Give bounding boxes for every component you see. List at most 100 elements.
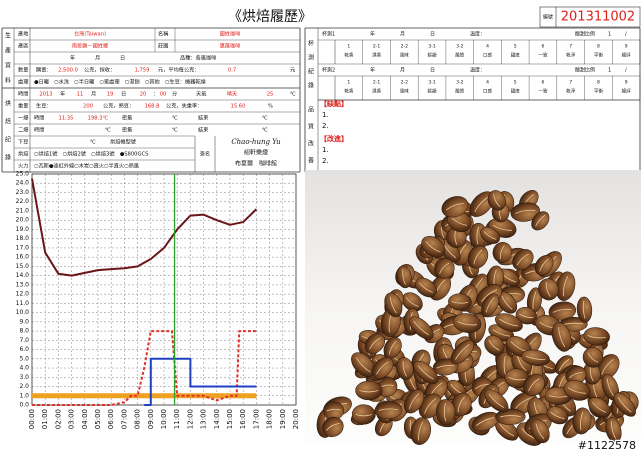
bean-crease — [563, 322, 584, 325]
y-tick-label: 17.0 — [16, 244, 30, 251]
bean-crease — [617, 396, 632, 413]
bean-crease — [518, 313, 534, 318]
section-label: 善 — [308, 157, 314, 165]
y-tick-label: 9.0 — [19, 318, 29, 325]
y-tick-label: 5.0 — [19, 355, 29, 362]
bean-crease — [550, 411, 565, 419]
form-text: 年 — [60, 90, 65, 98]
bean — [450, 392, 472, 417]
bean-crease — [369, 337, 381, 350]
bean — [538, 278, 559, 301]
note-title: 【改進】 — [320, 134, 348, 143]
bean — [534, 255, 554, 276]
cup-header: 5 — [514, 44, 517, 50]
cup-name: 平衡 — [594, 52, 603, 59]
cup-name: 平衡 — [594, 88, 603, 95]
y-tick-label: 14.0 — [16, 272, 30, 279]
cup-name: 乾香 — [344, 52, 353, 59]
form-text: ○瓦斯●遠紅外線○木炭○直火○半直火○熱風 — [34, 162, 140, 170]
y-tick-label: 12.0 — [16, 291, 30, 298]
series-line — [144, 357, 257, 406]
section-label: 杯 — [308, 40, 314, 48]
bean — [576, 296, 593, 323]
cup-name: 一致 — [538, 88, 547, 95]
bean-crease — [548, 395, 568, 398]
y-tick-label: 0.0 — [19, 402, 29, 409]
bean-crease — [503, 356, 507, 376]
section-label: 產 — [5, 47, 11, 55]
y-tick-label: 4.0 — [19, 365, 29, 372]
cup-name: 口感 — [483, 88, 492, 95]
form-text: 烘焙 — [18, 150, 28, 158]
bean-crease — [419, 282, 433, 293]
form-text: 火力 — [18, 162, 28, 170]
series-line — [31, 178, 258, 277]
cupping-field: 酸甜比例 — [575, 31, 595, 38]
bean-crease — [402, 269, 406, 285]
bean-crease — [514, 397, 533, 409]
x-tick-label: 00:00 — [28, 409, 36, 429]
bean-crease — [417, 365, 434, 380]
bean-crease — [545, 282, 551, 297]
cupping-field: 年 — [370, 67, 375, 74]
signature-line: 布夏爾 咖啡館 — [235, 160, 277, 168]
bean-crease — [413, 320, 430, 336]
y-tick-label: 11.0 — [16, 300, 30, 307]
bean-crease — [378, 408, 399, 411]
note-item: 1. — [322, 146, 329, 154]
form-text: ℃ — [105, 128, 111, 134]
bean-crease — [499, 245, 505, 260]
form-text: 國姓咖啡 — [220, 30, 241, 38]
cup-header: 1 — [347, 80, 350, 86]
bean-crease — [457, 396, 465, 413]
form-text: 元，平均每公克： — [158, 66, 200, 74]
cup-name: 餘韻 — [428, 52, 437, 59]
bean-crease — [326, 408, 341, 412]
cup-header: 7 — [569, 80, 572, 86]
form-text: 台灣(Taiwan) — [74, 30, 106, 38]
y-tick-label: 25.0 — [16, 171, 30, 178]
bean-crease — [389, 296, 397, 314]
y-tick-label: 13.0 — [16, 281, 30, 288]
plot-frame — [31, 173, 297, 406]
bean-crease — [517, 355, 527, 372]
bean-crease — [439, 262, 450, 274]
bean-crease — [325, 423, 340, 431]
bean-crease — [601, 358, 614, 375]
form-text: ℃ — [262, 116, 268, 122]
cup-name: 甜度 — [511, 88, 520, 95]
y-tick-label: 24.0 — [16, 180, 30, 187]
y-tick-label: 8.0 — [19, 328, 29, 335]
bean-crease — [499, 423, 515, 437]
bean-crease — [606, 378, 614, 397]
x-tick-label: 13:00 — [200, 409, 208, 429]
cup-name: 一致 — [538, 52, 547, 59]
x-tick-label: 09:00 — [147, 409, 155, 429]
x-tick-label: 19:00 — [279, 409, 287, 429]
y-tick-label: 6.0 — [19, 346, 29, 353]
x-tick-label: 10:00 — [160, 409, 168, 429]
bean — [384, 292, 403, 318]
cup-header: 9 — [625, 80, 628, 86]
cupping-field: 1 — [608, 68, 611, 74]
form-text: 元 — [290, 67, 295, 74]
bean-crease — [418, 421, 424, 441]
form-text: 1,759 — [135, 68, 150, 74]
bean — [467, 245, 489, 269]
x-tick-label: 18:00 — [266, 409, 274, 429]
bean-crease — [499, 318, 519, 327]
bean — [515, 307, 537, 325]
x-tick-label: 16:00 — [239, 409, 247, 429]
form-text: 品種：各風咖啡 — [180, 54, 216, 62]
bean-crease — [402, 360, 407, 377]
bean-crease — [499, 415, 521, 418]
section-label: 生 — [5, 32, 11, 40]
form-text: ●日曬 ○水洗 ○半日曬 ○蜜處理 ○濕刨 ○其他 ○生豆：機器乾燥 — [34, 78, 207, 86]
cup-header: 6 — [542, 80, 545, 86]
form-text: 結束 — [198, 114, 208, 122]
y-tick-label: 19.0 — [16, 226, 30, 233]
x-tick-label: 15:00 — [226, 409, 234, 429]
bean — [401, 292, 423, 312]
bean-crease — [492, 224, 512, 231]
section-label: 質 — [308, 123, 314, 131]
